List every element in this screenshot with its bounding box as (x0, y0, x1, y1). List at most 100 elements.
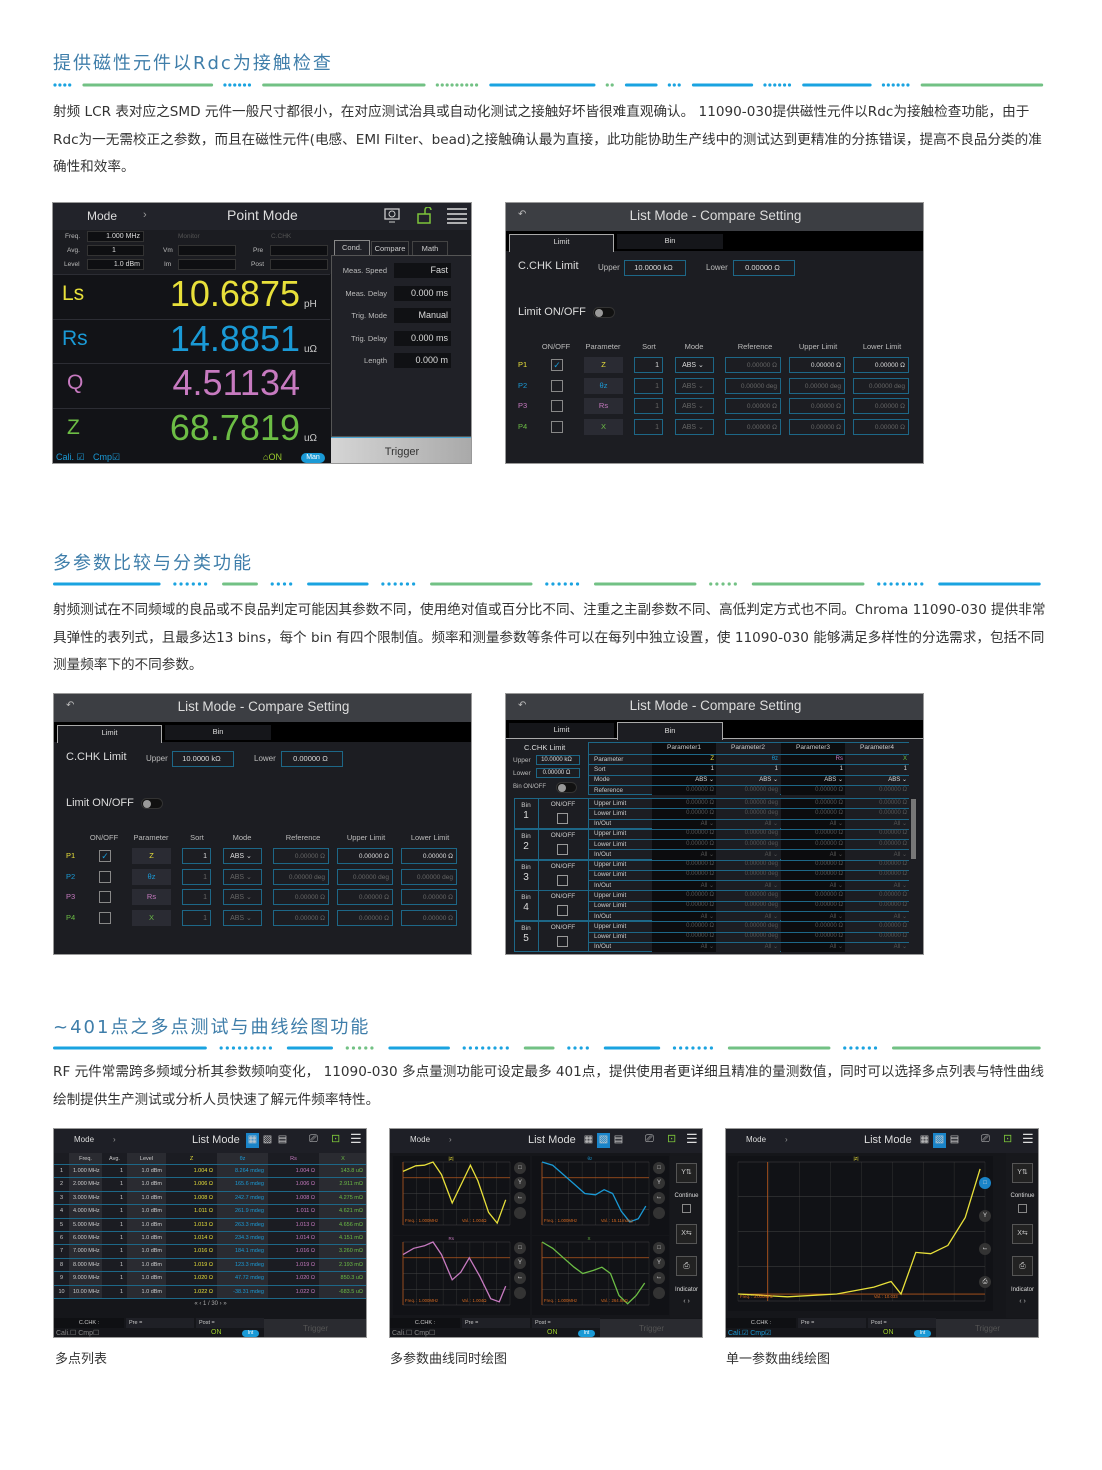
plot[interactable] (728, 1156, 993, 1311)
limit-cell[interactable]: All ⌄ (829, 882, 843, 889)
table-cell[interactable]: 143.8 uΩ (319, 1165, 366, 1179)
table-cell[interactable]: 123.3 mdeg (217, 1258, 268, 1273)
save-icon[interactable]: ⎙ (676, 1256, 697, 1276)
plot[interactable] (532, 1236, 669, 1315)
limit-cell[interactable]: 0.00000 deg (744, 840, 778, 847)
tab-math[interactable]: Math (412, 241, 448, 255)
parameter-cell[interactable]: θz (132, 868, 171, 885)
limit-cell[interactable]: All ⌄ (700, 913, 714, 920)
square-icon[interactable]: □ (514, 1242, 526, 1254)
table-cell[interactable]: 1.014 Ω (166, 1232, 217, 1246)
table-cell[interactable]: 1.006 Ω (166, 1178, 217, 1192)
table-cell[interactable]: 2.193 mΩ (319, 1258, 366, 1273)
square-icon[interactable]: □ (653, 1162, 665, 1174)
limit-cell[interactable]: 0.00000 Ω (815, 799, 843, 806)
param-cell[interactable]: 1 (903, 765, 907, 772)
trigger-button[interactable]: Trigger (600, 1319, 702, 1337)
monitor-icon[interactable]: ⎚ (645, 1133, 654, 1145)
parameter-cell[interactable]: θz (584, 377, 623, 394)
table-cell[interactable]: 1.020 Ω (166, 1272, 217, 1286)
limit-cell[interactable]: 0.00000 Ω (686, 922, 714, 929)
parameter-cell[interactable]: X (584, 419, 623, 436)
upper-limit-field[interactable]: 0.00000 Ω (789, 398, 845, 415)
scrollbar[interactable] (911, 799, 916, 859)
bin-checkbox[interactable] (557, 843, 568, 855)
table-cell[interactable]: 1.019 Ω (166, 1258, 217, 1273)
sort-field[interactable]: 1 (634, 357, 663, 373)
lower-limit-field[interactable]: 0.00000 Ω (853, 357, 909, 373)
autoscale-x-icon[interactable]: ⌙ (514, 1272, 526, 1284)
limit-cell[interactable]: 0.00000 deg (744, 799, 778, 806)
autoscale-y-icon[interactable]: Y (653, 1257, 665, 1269)
save-icon[interactable] (514, 1207, 526, 1219)
row-checkbox[interactable] (99, 870, 111, 883)
limit-cell[interactable]: 0.00000 Ω (686, 861, 714, 868)
param-cell[interactable]: X (902, 755, 907, 762)
limit-cell[interactable]: All ⌄ (893, 821, 907, 828)
trigger-button[interactable]: Trigger (264, 1319, 366, 1337)
parameter-cell[interactable]: Rs (132, 889, 171, 906)
cali-status[interactable]: Cali.☐ Cmp☐ (56, 1330, 100, 1337)
limit-cell[interactable]: All ⌄ (829, 913, 843, 920)
limit-cell[interactable]: 0.00000 Ω (815, 933, 843, 939)
param-cell[interactable]: θz (771, 755, 778, 762)
monitor-icon[interactable]: ⎚ (981, 1133, 990, 1145)
table-view-icon[interactable]: ▦ (583, 1134, 594, 1145)
table-cell[interactable]: 1.020 Ω (268, 1272, 319, 1286)
table-cell[interactable]: 1 (102, 1218, 127, 1232)
table-cell[interactable]: 1.0 dBm (127, 1272, 166, 1286)
square-icon[interactable]: □ (514, 1162, 526, 1174)
setting-value[interactable]: 0.000 m (394, 353, 451, 368)
unlock-icon[interactable]: ⊡ (667, 1133, 677, 1145)
lower-limit-field[interactable]: 0.00000 Ω (401, 848, 457, 864)
limit-cell[interactable]: All ⌄ (893, 882, 907, 889)
upper-limit-field[interactable]: 0.00000 deg (337, 868, 393, 885)
tab-bin[interactable]: Bin (165, 725, 271, 740)
table-view-icon[interactable]: ▦ (919, 1134, 930, 1145)
limit-cell[interactable]: 0.00000 Ω (686, 933, 714, 939)
tab-limit[interactable]: Limit (57, 725, 162, 743)
table-cell[interactable]: 1 (102, 1272, 127, 1286)
limit-cell[interactable]: 0.00000 deg (744, 891, 778, 898)
limit-cell[interactable]: 0.00000 Ω (879, 830, 907, 837)
limit-cell[interactable]: 0.00000 Ω (879, 902, 907, 909)
table-cell[interactable]: 1.019 Ω (268, 1258, 319, 1273)
mode-button[interactable]: Mode (87, 209, 118, 223)
param-cell[interactable]: ABS ⌄ (824, 777, 843, 784)
param-cell[interactable]: Z (710, 755, 714, 762)
mode-button[interactable]: Mode (74, 1135, 95, 1144)
table-cell[interactable]: 1.006 Ω (268, 1178, 319, 1192)
table-cell[interactable]: 8.264 mdeg (217, 1165, 268, 1179)
lower-limit-field[interactable]: 0.00000 Ω (401, 889, 457, 906)
limit-cell[interactable]: 0.00000 Ω (815, 922, 843, 929)
autoscale-x-icon[interactable]: ⌙ (979, 1243, 991, 1255)
square-icon[interactable]: □ (979, 1177, 991, 1189)
limit-cell[interactable]: 0.00000 Ω (686, 871, 714, 878)
limit-cell[interactable]: All ⌄ (829, 944, 843, 951)
mode-select[interactable]: ABS ⌄ (675, 357, 714, 373)
mode-button[interactable]: Mode (746, 1135, 767, 1144)
param-cell[interactable]: 1 (774, 765, 778, 772)
lower-limit-field[interactable]: 0.00000 Ω (853, 419, 909, 436)
table-cell[interactable]: 1.0 dBm (127, 1245, 166, 1259)
table-cell[interactable]: 4.000 MHz (69, 1205, 102, 1219)
table-cell[interactable]: 261.9 mdeg (217, 1205, 268, 1219)
table-cell[interactable]: 9.000 MHz (69, 1272, 102, 1286)
limit-cell[interactable]: 0.00000 deg (744, 922, 778, 929)
table-cell[interactable]: 1.022 Ω (268, 1285, 319, 1299)
menu-icon[interactable]: ☰ (350, 1131, 362, 1146)
unlock-icon[interactable] (417, 207, 433, 225)
limit-onoff-toggle[interactable] (593, 307, 615, 318)
limit-cell[interactable]: 0.00000 Ω (686, 809, 714, 816)
table-cell[interactable]: 1 (102, 1205, 127, 1219)
menu-icon[interactable]: ☰ (686, 1131, 698, 1146)
sort-field[interactable]: 1 (634, 398, 663, 415)
table-cell[interactable]: 1.013 Ω (268, 1218, 319, 1232)
autoscale-x-button[interactable]: X⇆ (676, 1224, 697, 1244)
reference-field[interactable]: 0.00000 Ω (725, 357, 781, 373)
table-cell[interactable]: 2.000 MHz (69, 1178, 102, 1192)
row-checkbox[interactable]: ✓ (551, 359, 563, 371)
table-cell[interactable]: -683.5 uΩ (319, 1285, 366, 1299)
bin-checkbox[interactable] (557, 905, 568, 917)
table-cell[interactable]: 1 (102, 1191, 127, 1206)
